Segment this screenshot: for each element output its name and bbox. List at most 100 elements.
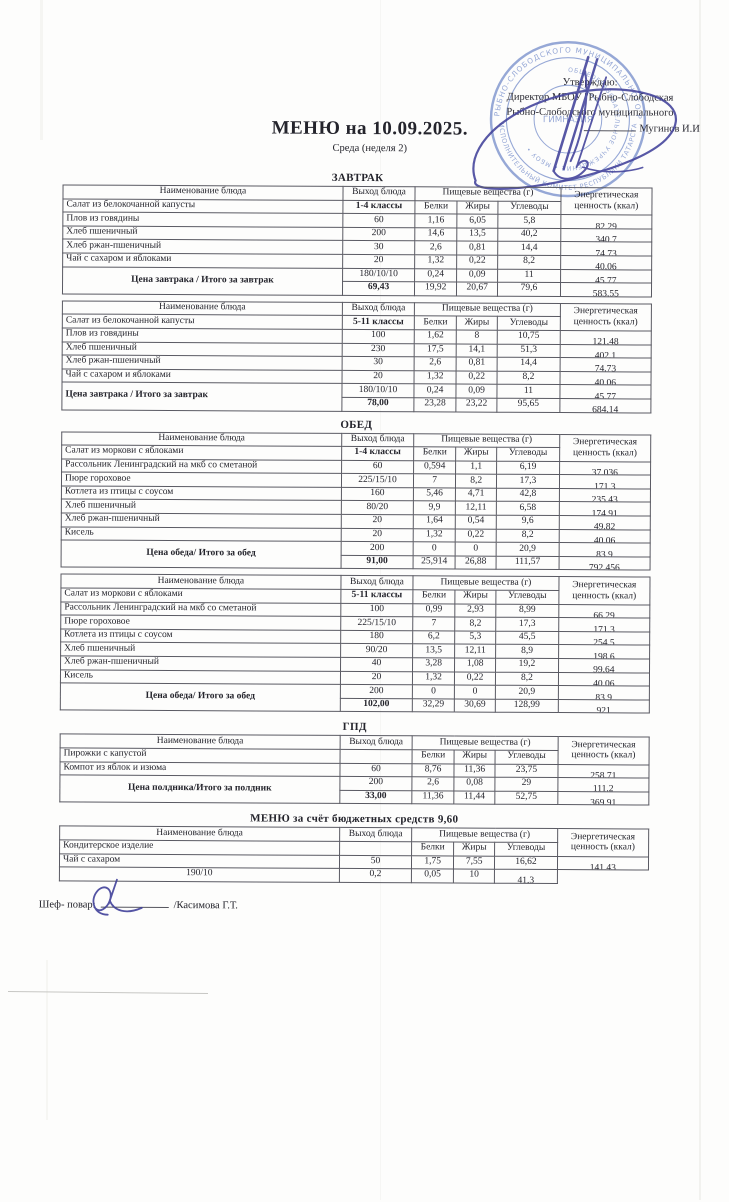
header-nutrients: Пищевые вещества (г) (413, 433, 560, 448)
header-nutrients: Пищевые вещества (г) (415, 186, 561, 202)
energy-cell: 40,06 (558, 529, 651, 544)
page-subtitle: Среда (неделя 2) (332, 142, 408, 155)
dish-name-cell: Хлеб пшеничный (61, 499, 342, 515)
portion-cell: 200 (340, 684, 413, 699)
dish-name-cell: Чай с сахаром и яблоками (62, 252, 343, 268)
dish-name-cell: Хлеб пшеничный (60, 642, 341, 658)
protein-cell: 14,6 (414, 227, 457, 242)
fat-cell: 30,69 (454, 698, 496, 713)
dish-name-cell: Рассольник Ленинградский на мкб со смета… (61, 458, 342, 474)
fat-cell: 0,81 (456, 357, 498, 371)
protein-cell: 32,29 (412, 698, 455, 713)
fat-cell: 0 (455, 542, 497, 557)
fat-cell: 1,1 (455, 460, 497, 475)
fat-cell: 7,55 (453, 855, 495, 870)
carbs-cell: 20,9 (496, 542, 559, 557)
portion-cell: 78,00 (341, 397, 415, 412)
portion-cell: 33,00 (339, 790, 413, 805)
energy-cell: 66,29 (558, 604, 650, 619)
section-title: ГПД (342, 721, 367, 734)
dish-name-cell: Хлеб ржан-пшеничный (61, 513, 342, 529)
protein-cell: 7 (413, 474, 456, 488)
header-carbs: Углеводы (498, 200, 561, 215)
portion-cell: 20 (342, 254, 415, 269)
energy-cell: 174,91 (558, 502, 651, 517)
energy-cell: 583,55 (560, 282, 652, 297)
carbs-cell: 14,4 (497, 241, 561, 256)
section-title: ЗАВТРАК (331, 171, 384, 185)
carbs-cell: 40,2 (498, 228, 561, 242)
carbs-cell: 79,6 (497, 282, 561, 297)
header-nutrients: Пищевые вещества (г) (413, 576, 559, 591)
carbs-cell: 10,75 (497, 330, 560, 345)
energy-cell: 40,06 (559, 371, 652, 386)
total-label-cell: Цена завтрака / Итого за завтрак (61, 382, 342, 411)
dish-name-cell: Пирожки с капустой (60, 747, 340, 763)
dish-name-cell: Хлеб ржан-пшеничный (60, 655, 341, 671)
portion-cell: 60 (339, 762, 413, 777)
class-label-cell (339, 749, 413, 764)
portion-cell: 200 (340, 541, 414, 556)
fat-cell: 14,1 (456, 343, 498, 358)
energy-cell: 37,036 (559, 461, 651, 476)
protein-cell: 0,594 (413, 460, 456, 475)
portion-cell: 60 (342, 213, 416, 228)
carbs-cell: 5,8 (498, 214, 561, 229)
header-portion: Выход блюда (339, 827, 412, 842)
energy-cell: 684,14 (559, 398, 651, 413)
header-fat: Жиры (454, 590, 497, 604)
header-fat: Жиры (454, 749, 496, 764)
carbs-cell: 9,6 (496, 515, 559, 530)
fat-cell: 13,5 (456, 227, 499, 242)
portion-cell: 230 (341, 342, 415, 357)
header-carbs: Углеводы (495, 750, 558, 765)
header-fat: Жиры (455, 447, 497, 461)
fat-cell: 12,11 (455, 501, 497, 516)
dish-name-cell: Салат из белокочанной капусты (62, 314, 343, 330)
stamp-outer-ring (489, 41, 647, 198)
portion-cell: 20 (340, 528, 414, 543)
carbs-cell: 95,65 (497, 398, 560, 413)
energy-cell: 82,29 (560, 214, 652, 229)
chef-name: /Касимова Г.Т. (173, 900, 238, 912)
carbs-cell: 8,2 (495, 671, 559, 686)
menu-table: Наименование блюда Выход блюда Пищевые вещ… (59, 734, 650, 806)
menu-table: Наименование блюда Выход блюда Пищевые вещ… (60, 574, 651, 714)
dish-name-cell: Плов из говядины (62, 212, 343, 228)
fat-cell: 0,09 (455, 384, 498, 399)
portion-cell: 180/10/10 (342, 267, 415, 282)
dish-name-cell: Хлеб пшеничный (62, 341, 343, 357)
header-fat: Жиры (453, 841, 495, 856)
portion-cell: 90/20 (340, 643, 413, 658)
energy-cell: 198,6 (558, 644, 650, 660)
total-label-cell: Цена завтрака / Итого за завтрак (62, 266, 343, 296)
fat-cell: 6,05 (456, 214, 499, 229)
header-dish-name: Наименование блюда (62, 300, 343, 316)
carbs-cell: 45,5 (495, 631, 559, 645)
header-carbs: Углеводы (496, 447, 560, 462)
fat-cell: 0,22 (456, 254, 498, 269)
header-carbs: Углеводы (496, 590, 559, 605)
protein-cell: 9,9 (413, 501, 456, 516)
carbs-cell: 8,2 (497, 370, 560, 385)
protein-cell: 1,32 (414, 254, 457, 269)
protein-cell: 2,6 (412, 776, 454, 791)
energy-cell: 40,06 (558, 672, 650, 687)
section-title: МЕНЮ за счёт бюджетных средств 9,60 (250, 812, 459, 826)
dish-name-cell: Чай с сахаром (59, 853, 340, 869)
protein-cell: 0,99 (413, 603, 455, 618)
header-protein: Белки (411, 841, 454, 856)
portion-cell: 60 (341, 460, 414, 475)
header-portion: Выход блюда (341, 432, 414, 447)
energy-cell: 921 (557, 699, 650, 714)
protein-cell: 1,32 (414, 370, 457, 385)
energy-cell: 83,9 (558, 542, 651, 557)
dish-name-cell: Плов из говядины (62, 327, 343, 343)
class-label-cell: 5-11 классы (342, 315, 415, 330)
header-energy: Энергетическая ценность (ккал) (560, 187, 653, 216)
dish-name-cell: Котлета из птицы с соусом (60, 628, 341, 644)
protein-cell: 2,6 (414, 356, 457, 371)
header-protein: Белки (415, 200, 458, 215)
portion-cell: 180 (340, 630, 413, 645)
